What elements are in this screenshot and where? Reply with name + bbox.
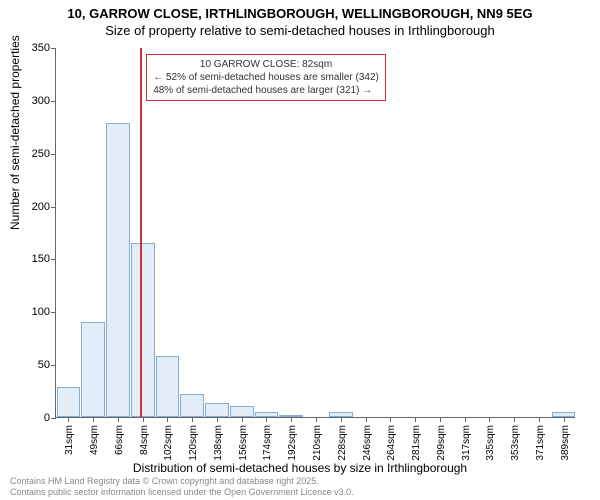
x-tick xyxy=(440,417,441,422)
histogram-bar xyxy=(106,123,130,417)
x-tick-label: 156sqm xyxy=(238,425,249,461)
x-tick xyxy=(192,417,193,422)
x-tick-label: 246sqm xyxy=(362,425,373,461)
x-tick xyxy=(167,417,168,422)
y-tick-label: 0 xyxy=(44,412,50,424)
x-tick xyxy=(93,417,94,422)
x-tick-label: 120sqm xyxy=(188,425,199,461)
footer-attribution: Contains HM Land Registry data © Crown c… xyxy=(10,476,354,498)
y-tick xyxy=(51,48,56,49)
annotation-line3: 48% of semi-detached houses are larger (… xyxy=(153,84,379,97)
histogram-bar xyxy=(57,387,81,417)
x-tick-label: 299sqm xyxy=(436,425,447,461)
x-tick xyxy=(242,417,243,422)
annotation-line2: ← 52% of semi-detached houses are smalle… xyxy=(153,71,379,84)
x-tick xyxy=(143,417,144,422)
property-marker-line xyxy=(140,48,142,418)
x-tick-label: 84sqm xyxy=(139,425,150,455)
y-tick-label: 350 xyxy=(32,42,50,54)
histogram-bar xyxy=(81,322,105,417)
y-tick xyxy=(51,207,56,208)
x-tick xyxy=(341,417,342,422)
histogram-bar xyxy=(230,406,254,417)
x-tick xyxy=(390,417,391,422)
y-tick xyxy=(51,101,56,102)
x-tick xyxy=(465,417,466,422)
chart-title-address: 10, GARROW CLOSE, IRTHLINGBOROUGH, WELLI… xyxy=(0,0,600,21)
x-tick-label: 210sqm xyxy=(312,425,323,461)
x-tick-label: 335sqm xyxy=(485,425,496,461)
y-tick-label: 150 xyxy=(32,253,50,265)
y-tick-label: 300 xyxy=(32,95,50,107)
x-tick-label: 228sqm xyxy=(337,425,348,461)
x-axis-title: Distribution of semi-detached houses by … xyxy=(0,461,600,475)
histogram-bar xyxy=(131,243,155,417)
y-tick xyxy=(51,312,56,313)
footer-line2: Contains public sector information licen… xyxy=(10,487,354,498)
histogram-bar xyxy=(156,356,180,417)
x-tick xyxy=(68,417,69,422)
x-tick-label: 317sqm xyxy=(461,425,472,461)
x-tick xyxy=(539,417,540,422)
x-tick-label: 389sqm xyxy=(560,425,571,461)
y-axis-title: Number of semi-detached properties xyxy=(8,35,22,230)
x-tick xyxy=(514,417,515,422)
x-tick-label: 102sqm xyxy=(163,425,174,461)
y-tick xyxy=(51,418,56,419)
y-tick-label: 100 xyxy=(32,306,50,318)
x-tick-label: 264sqm xyxy=(386,425,397,461)
x-tick-label: 371sqm xyxy=(535,425,546,461)
annotation-box: 10 GARROW CLOSE: 82sqm ← 52% of semi-det… xyxy=(146,54,386,101)
x-tick-label: 138sqm xyxy=(213,425,224,461)
x-tick xyxy=(316,417,317,422)
x-tick-label: 281sqm xyxy=(411,425,422,461)
y-tick xyxy=(51,154,56,155)
chart-title-description: Size of property relative to semi-detach… xyxy=(0,21,600,38)
x-tick-label: 353sqm xyxy=(510,425,521,461)
x-tick xyxy=(415,417,416,422)
y-tick-label: 250 xyxy=(32,148,50,160)
x-tick xyxy=(266,417,267,422)
x-tick-label: 192sqm xyxy=(287,425,298,461)
y-tick xyxy=(51,365,56,366)
y-tick xyxy=(51,259,56,260)
x-tick xyxy=(291,417,292,422)
y-tick-label: 50 xyxy=(38,359,50,371)
y-tick-label: 200 xyxy=(32,201,50,213)
x-tick xyxy=(489,417,490,422)
plot-area: 10 GARROW CLOSE: 82sqm ← 52% of semi-det… xyxy=(55,48,575,418)
x-tick-label: 49sqm xyxy=(89,425,100,455)
chart-container: 10 GARROW CLOSE: 82sqm ← 52% of semi-det… xyxy=(55,48,575,418)
x-tick-label: 66sqm xyxy=(114,425,125,455)
x-tick-label: 174sqm xyxy=(262,425,273,461)
x-tick-label: 31sqm xyxy=(64,425,75,455)
annotation-line1: 10 GARROW CLOSE: 82sqm xyxy=(153,58,379,71)
footer-line1: Contains HM Land Registry data © Crown c… xyxy=(10,476,354,487)
x-tick xyxy=(366,417,367,422)
x-tick xyxy=(564,417,565,422)
histogram-bar xyxy=(205,403,229,417)
histogram-bar xyxy=(180,394,204,417)
x-tick xyxy=(118,417,119,422)
x-tick xyxy=(217,417,218,422)
